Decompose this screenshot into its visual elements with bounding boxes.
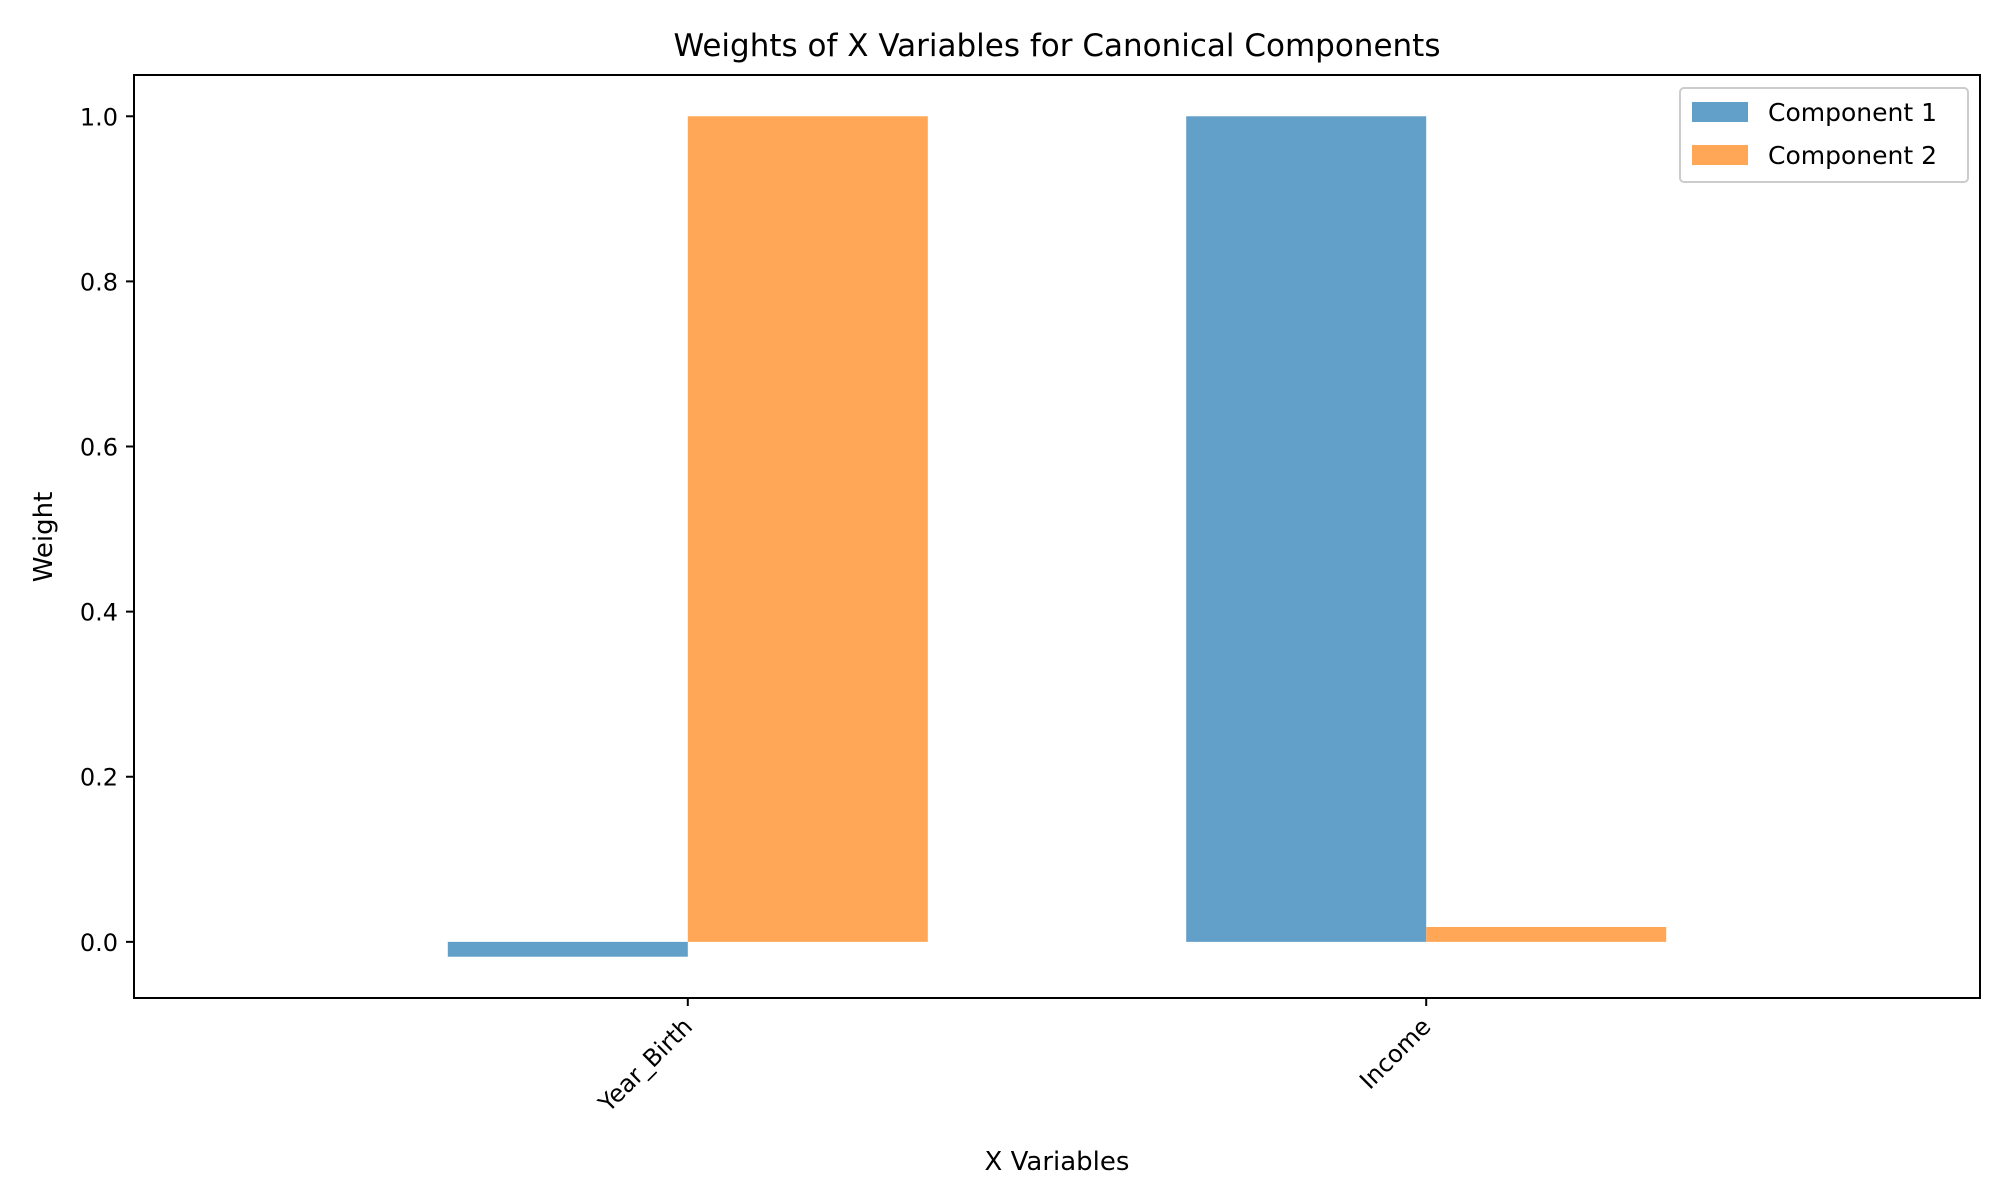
x-tick-label: Income [1354, 1012, 1436, 1094]
y-tick-label: 0.4 [80, 599, 118, 627]
y-tick-label: 0.2 [80, 764, 118, 792]
bar-component-1-year-birth [447, 941, 688, 957]
y-tick-label: 0.8 [80, 268, 118, 296]
bar-component-2-year-birth [687, 116, 928, 942]
y-tick-label: 0.6 [80, 434, 118, 462]
y-tick-label: 1.0 [80, 103, 118, 131]
bar-component-2-income [1426, 927, 1667, 942]
bar-component-1-income [1186, 116, 1427, 942]
bars-group [447, 116, 1667, 957]
plot-frame [133, 74, 1981, 999]
legend-label-component-2: Component 2 [1768, 141, 1937, 170]
y-tick-label: 0.0 [80, 929, 118, 957]
legend-swatch-component-2 [1692, 145, 1748, 165]
y-axis-label: Weight [29, 492, 59, 583]
y-axis: 0.0 0.2 0.4 0.6 0.8 1.0 [80, 103, 134, 957]
x-axis: Year_Birth Income [592, 998, 1436, 1118]
legend-box [1679, 87, 1969, 183]
legend: Component 1 Component 2 [1679, 87, 1969, 183]
chart-title: Weights of X Variables for Canonical Com… [674, 28, 1441, 64]
x-axis-label: X Variables [985, 1147, 1130, 1177]
x-tick-label: Year_Birth [592, 1012, 698, 1118]
legend-swatch-component-1 [1692, 102, 1748, 122]
legend-label-component-1: Component 1 [1768, 98, 1937, 127]
